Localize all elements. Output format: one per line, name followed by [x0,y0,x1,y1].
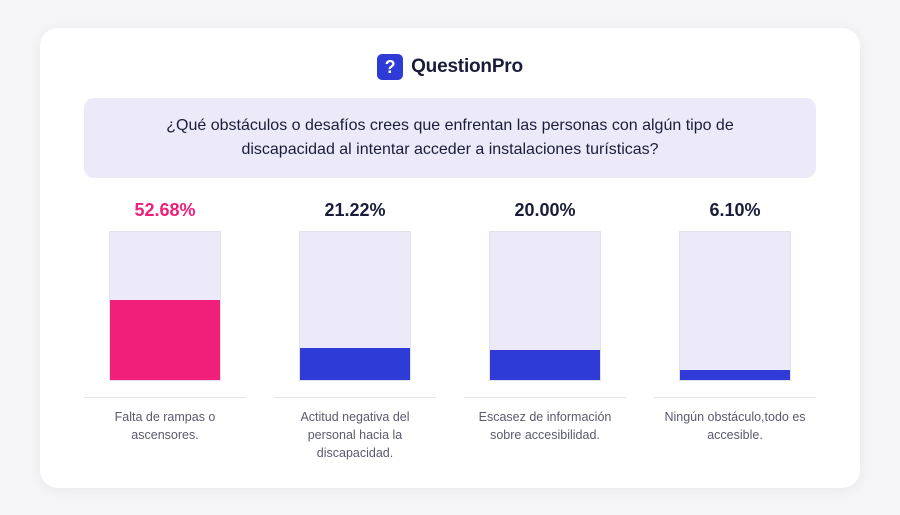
brand-logo: ? QuestionPro [84,54,816,80]
category-label: Actitud negativa del personal hacia la d… [280,408,430,462]
divider [654,397,816,398]
percent-label: 52.68% [134,200,195,221]
survey-result-card: ? QuestionPro ¿Qué obstáculos o desafíos… [40,28,860,488]
bar-fill [680,370,790,379]
category-label: Ningún obstáculo,todo es accesible. [660,408,810,444]
bar-track [299,231,411,381]
category-label: Escasez de información sobre accesibilid… [470,408,620,444]
divider [84,397,246,398]
bar-fill [300,348,410,380]
question-text: ¿Qué obstáculos o desafíos crees que enf… [166,117,733,158]
brand-name: QuestionPro [411,56,523,78]
bar-group: 6.10% Ningún obstáculo,todo es accesible… [654,200,816,462]
category-label: Falta de rampas o ascensores. [90,408,240,444]
percent-label: 21.22% [324,200,385,221]
divider [274,397,436,398]
percent-label: 20.00% [514,200,575,221]
bar-group: 20.00% Escasez de información sobre acce… [464,200,626,462]
divider [464,397,626,398]
logo-mark-icon: ? [377,54,403,80]
bar-track [679,231,791,381]
bar-track [489,231,601,381]
logo-letter: ? [385,58,396,76]
bar-group: 52.68% Falta de rampas o ascensores. [84,200,246,462]
percent-label: 6.10% [709,200,760,221]
bar-group: 21.22% Actitud negativa del personal hac… [274,200,436,462]
bar-fill [490,350,600,380]
question-box: ¿Qué obstáculos o desafíos crees que enf… [84,98,816,178]
bar-fill [110,300,220,379]
bar-track [109,231,221,381]
bar-chart: 52.68% Falta de rampas o ascensores. 21.… [84,200,816,462]
